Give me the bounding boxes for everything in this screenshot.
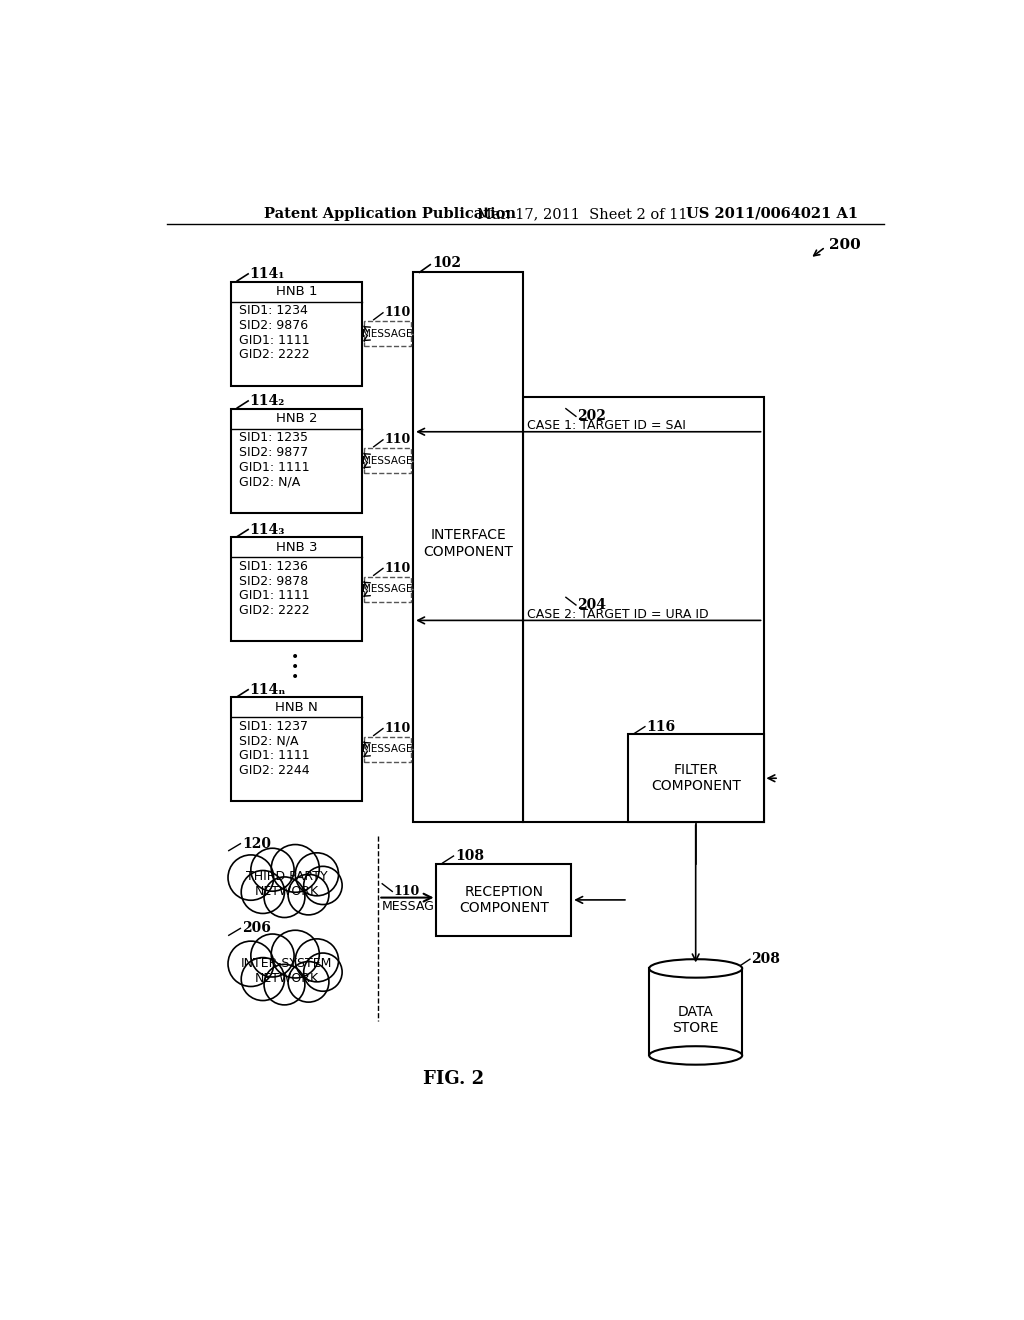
Text: •: • <box>291 649 299 664</box>
Circle shape <box>304 953 342 991</box>
Text: GID1: 1111: GID1: 1111 <box>239 589 309 602</box>
Text: HNB 2: HNB 2 <box>275 412 317 425</box>
Text: •: • <box>291 669 299 684</box>
Text: GID2: 2222: GID2: 2222 <box>239 348 309 362</box>
Text: FIG. 2: FIG. 2 <box>423 1069 484 1088</box>
Text: 114ₙ: 114ₙ <box>250 682 286 697</box>
Text: FILTER
COMPONENT: FILTER COMPONENT <box>650 763 740 793</box>
Bar <box>365 449 411 473</box>
Text: MESSAGE: MESSAGE <box>362 585 413 594</box>
Text: HNB 3: HNB 3 <box>275 541 317 554</box>
Circle shape <box>242 957 285 1001</box>
Text: SID1: 1234: SID1: 1234 <box>239 305 307 317</box>
Text: 206: 206 <box>242 921 270 936</box>
Text: US 2011/0064021 A1: US 2011/0064021 A1 <box>686 207 858 220</box>
Circle shape <box>271 931 319 978</box>
Text: SID2: N/A: SID2: N/A <box>239 735 298 748</box>
Text: DATA
STORE: DATA STORE <box>673 1005 719 1035</box>
Text: GID1: 1111: GID1: 1111 <box>239 461 309 474</box>
Text: 110: 110 <box>385 433 411 446</box>
Ellipse shape <box>649 960 742 978</box>
Bar <box>436 863 571 936</box>
Circle shape <box>251 935 294 977</box>
Text: MESSAGE: MESSAGE <box>362 329 413 338</box>
Text: 110: 110 <box>394 884 420 898</box>
Text: SID1: 1236: SID1: 1236 <box>239 560 307 573</box>
Ellipse shape <box>257 871 316 898</box>
Text: 120: 120 <box>242 837 271 850</box>
Text: INTER-SYSTEM
NETWORK: INTER-SYSTEM NETWORK <box>242 957 333 985</box>
Text: GID2: N/A: GID2: N/A <box>239 475 300 488</box>
Text: THIRD PARTY
NETWORK: THIRD PARTY NETWORK <box>246 870 328 898</box>
Text: CASE 1: TARGET ID = SAI: CASE 1: TARGET ID = SAI <box>527 418 686 432</box>
Text: 108: 108 <box>455 849 484 863</box>
Bar <box>628 734 764 822</box>
Text: SID2: 9877: SID2: 9877 <box>239 446 308 459</box>
Bar <box>365 321 411 346</box>
Text: 110: 110 <box>385 306 411 319</box>
Text: MESSAGE: MESSAGE <box>382 900 443 913</box>
Text: 114₁: 114₁ <box>250 267 285 281</box>
Circle shape <box>251 849 294 891</box>
Text: SID1: 1237: SID1: 1237 <box>239 721 308 733</box>
Text: SID2: 9876: SID2: 9876 <box>239 319 308 333</box>
Bar <box>649 969 742 1056</box>
Text: GID2: 2244: GID2: 2244 <box>239 764 309 777</box>
Text: 110: 110 <box>385 722 411 735</box>
Text: 114₂: 114₂ <box>250 393 285 408</box>
Text: INTERFACE
COMPONENT: INTERFACE COMPONENT <box>423 528 513 558</box>
Text: •: • <box>291 660 299 673</box>
Text: 208: 208 <box>752 952 780 966</box>
Text: Patent Application Publication: Patent Application Publication <box>263 207 516 220</box>
Text: SID2: 9878: SID2: 9878 <box>239 574 308 587</box>
Text: 110: 110 <box>385 562 411 576</box>
Bar <box>523 397 764 822</box>
Text: 114₃: 114₃ <box>250 523 285 536</box>
Circle shape <box>295 853 339 896</box>
Circle shape <box>228 855 273 900</box>
Circle shape <box>242 870 285 913</box>
Text: MESSAGE: MESSAGE <box>362 455 413 466</box>
Text: GID1: 1111: GID1: 1111 <box>239 750 309 763</box>
Text: MESSAGE: MESSAGE <box>362 744 413 754</box>
Text: 202: 202 <box>578 409 606 424</box>
Text: HNB N: HNB N <box>275 701 317 714</box>
Ellipse shape <box>649 1047 742 1065</box>
Circle shape <box>264 965 305 1005</box>
Circle shape <box>271 845 319 892</box>
Circle shape <box>295 939 339 982</box>
Circle shape <box>228 941 273 986</box>
Text: 204: 204 <box>578 598 606 612</box>
Text: GID1: 1111: GID1: 1111 <box>239 334 309 347</box>
Text: Mar. 17, 2011  Sheet 2 of 11: Mar. 17, 2011 Sheet 2 of 11 <box>477 207 687 220</box>
Text: 200: 200 <box>829 238 861 252</box>
Ellipse shape <box>257 957 316 985</box>
Bar <box>414 272 523 822</box>
Bar <box>231 409 362 512</box>
Bar <box>231 537 362 642</box>
Bar <box>231 697 362 801</box>
Text: GID2: 2222: GID2: 2222 <box>239 603 309 616</box>
Text: 116: 116 <box>646 719 676 734</box>
Bar <box>365 577 411 602</box>
Circle shape <box>304 866 342 904</box>
Text: RECEPTION
COMPONENT: RECEPTION COMPONENT <box>459 884 549 915</box>
Circle shape <box>264 876 305 917</box>
Text: 102: 102 <box>432 256 461 271</box>
Bar <box>231 281 362 385</box>
Text: SID1: 1235: SID1: 1235 <box>239 432 308 445</box>
Circle shape <box>288 961 329 1002</box>
Text: CASE 2: TARGET ID = URA ID: CASE 2: TARGET ID = URA ID <box>527 607 709 620</box>
Bar <box>365 737 411 762</box>
Circle shape <box>288 874 329 915</box>
Text: HNB 1: HNB 1 <box>275 285 317 298</box>
